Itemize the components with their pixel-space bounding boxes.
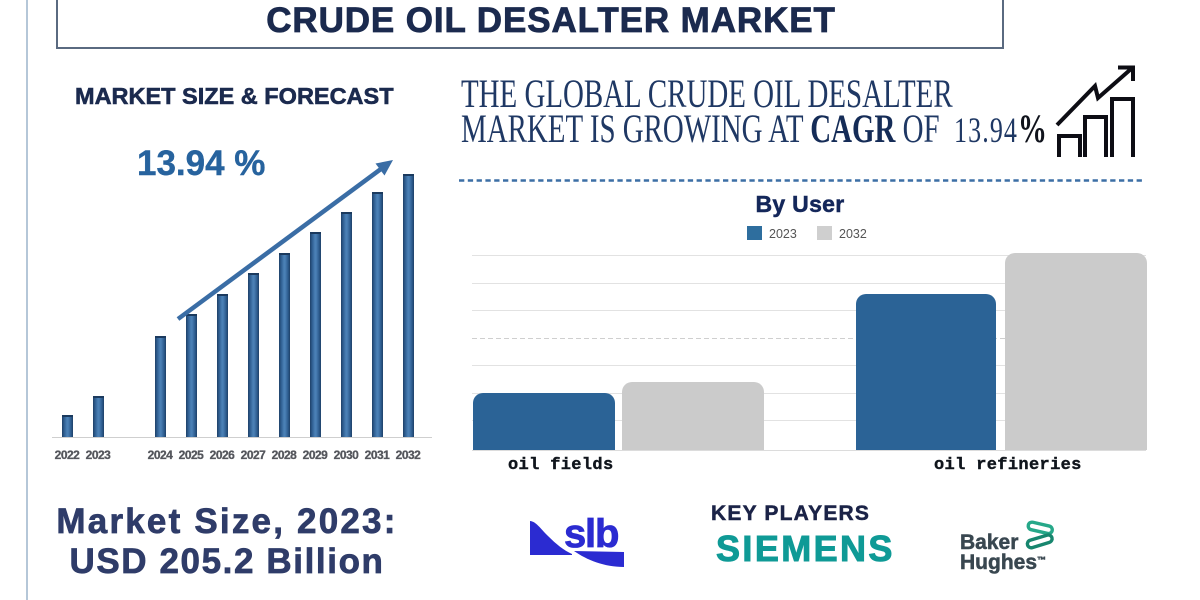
svg-text:slb: slb — [564, 512, 618, 556]
